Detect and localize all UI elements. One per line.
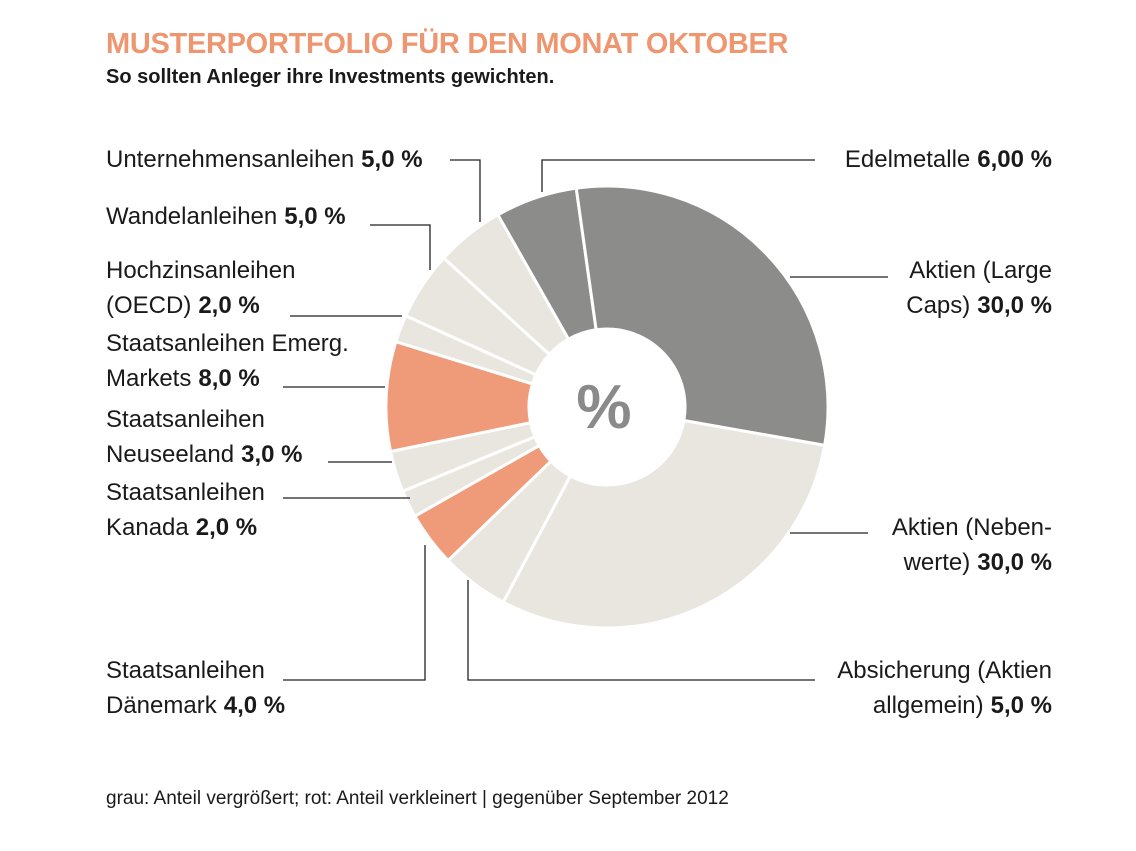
category-label: Staatsanleihen Emerg. Markets — [106, 330, 349, 392]
slice-label: Absicherung (Aktien allgemein) 5,0 % — [837, 653, 1052, 723]
value-label: 4,0 % — [223, 692, 286, 719]
slice-label: Staatsanleihen Dänemark 4,0 % — [106, 653, 285, 723]
value-label: 6,00 % — [977, 146, 1052, 173]
slice-label: Staatsanleihen Kanada 2,0 % — [106, 475, 265, 545]
value-label: 3,0 % — [241, 441, 303, 468]
value-label: 2,0 % — [198, 292, 260, 319]
category-label: Wandelanleihen — [106, 203, 278, 230]
pie-slice — [441, 212, 571, 357]
slice-label: Aktien (Large Caps) 30,0 % — [906, 253, 1052, 323]
leader-line — [467, 580, 815, 681]
center-label: % — [576, 373, 631, 442]
leader-line — [450, 159, 481, 222]
value-label: 30,0 % — [977, 292, 1052, 319]
value-label: 5,0 % — [284, 203, 346, 230]
slice-label: Unternehmensanleihen 5,0 % — [106, 142, 423, 177]
slice-label: Staatsanleihen Emerg. Markets 8,0 % — [106, 326, 349, 396]
leader-line — [541, 159, 815, 192]
leader-line — [370, 224, 431, 270]
value-label: 5,0 % — [990, 692, 1052, 719]
slice-label: Edelmetalle 6,00 % — [845, 142, 1052, 177]
chart-title: MUSTERPORTFOLIO FÜR DEN MONAT OKTOBER — [106, 28, 789, 60]
chart-subtitle: So sollten Anleger ihre Investments gewi… — [106, 66, 555, 88]
pie-slice — [574, 184, 830, 448]
slice-label: Hochzinsanleihen (OECD) 2,0 % — [106, 253, 295, 323]
category-label: Aktien (Neben- werte) — [891, 514, 1052, 576]
leader-line — [283, 545, 426, 681]
slices — [384, 184, 830, 630]
value-label: 2,0 % — [195, 514, 258, 541]
value-label: 8,0 % — [198, 365, 260, 392]
slice-label: Aktien (Neben- werte) 30,0 % — [892, 510, 1052, 580]
value-label: 30,0 % — [977, 549, 1052, 576]
pie-slice — [501, 418, 827, 630]
slice-label: Staatsanleihen Neuseeland 3,0 % — [106, 402, 302, 472]
category-label: Edelmetalle — [844, 146, 971, 173]
value-label: 5,0 % — [361, 146, 423, 173]
category-label: Aktien (Large Caps) — [906, 257, 1052, 319]
slice-label: Wandelanleihen 5,0 % — [106, 199, 346, 234]
category-label: Staatsanleihen Kanada — [106, 479, 265, 541]
category-label: Hochzinsanleihen (OECD) — [106, 257, 296, 319]
category-label: Staatsanleihen Dänemark — [106, 657, 265, 719]
category-label: Unternehmensanleihen — [106, 146, 355, 173]
category-label: Staatsanleihen Neuseeland — [106, 406, 265, 468]
footnote: grau: Anteil vergrößert; rot: Anteil ver… — [106, 788, 729, 809]
category-label: Absicherung (Aktien allgemein) — [837, 657, 1052, 719]
